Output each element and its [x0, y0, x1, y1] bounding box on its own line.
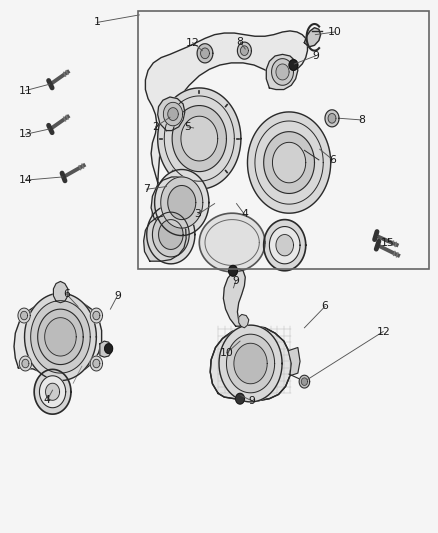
Text: 15: 15 — [381, 238, 395, 247]
Polygon shape — [172, 106, 226, 172]
Polygon shape — [105, 344, 113, 353]
Polygon shape — [328, 114, 336, 123]
Polygon shape — [264, 132, 314, 193]
Polygon shape — [25, 293, 96, 381]
Polygon shape — [14, 298, 102, 375]
Polygon shape — [240, 46, 248, 55]
Polygon shape — [276, 64, 289, 80]
Text: 2: 2 — [152, 122, 159, 132]
Polygon shape — [161, 177, 203, 228]
Polygon shape — [236, 393, 244, 404]
Text: 4: 4 — [241, 209, 248, 219]
Text: 4: 4 — [44, 395, 51, 405]
Text: 8: 8 — [237, 37, 244, 46]
Polygon shape — [272, 142, 306, 183]
Polygon shape — [163, 102, 183, 126]
Text: 10: 10 — [220, 348, 234, 358]
Polygon shape — [155, 169, 209, 236]
Polygon shape — [229, 265, 237, 276]
Text: 6: 6 — [321, 302, 328, 311]
Polygon shape — [264, 220, 306, 271]
Polygon shape — [325, 110, 339, 127]
Polygon shape — [266, 54, 298, 90]
Polygon shape — [247, 112, 331, 213]
Polygon shape — [152, 212, 189, 257]
Polygon shape — [158, 88, 241, 189]
Polygon shape — [145, 31, 307, 251]
Polygon shape — [151, 177, 195, 225]
Text: 8: 8 — [358, 115, 365, 125]
Polygon shape — [147, 205, 195, 264]
Text: 12: 12 — [376, 327, 390, 336]
Polygon shape — [269, 227, 300, 264]
Text: 7: 7 — [143, 184, 150, 194]
Text: 6: 6 — [329, 155, 336, 165]
Polygon shape — [100, 341, 112, 357]
Polygon shape — [210, 326, 291, 401]
Polygon shape — [90, 356, 102, 371]
Polygon shape — [39, 376, 66, 408]
Polygon shape — [90, 308, 102, 323]
Polygon shape — [53, 281, 68, 303]
Polygon shape — [301, 378, 307, 385]
Polygon shape — [158, 97, 185, 131]
Polygon shape — [93, 359, 100, 368]
Polygon shape — [288, 348, 300, 376]
Polygon shape — [234, 343, 267, 384]
Polygon shape — [38, 309, 83, 365]
Polygon shape — [168, 108, 178, 120]
Polygon shape — [272, 59, 293, 85]
Text: 3: 3 — [194, 209, 201, 219]
Text: 10: 10 — [328, 27, 342, 37]
Polygon shape — [289, 60, 298, 70]
Text: 14: 14 — [18, 175, 32, 185]
Polygon shape — [201, 48, 209, 59]
Text: 9: 9 — [114, 291, 121, 301]
Polygon shape — [21, 311, 28, 320]
Polygon shape — [46, 383, 60, 400]
Polygon shape — [219, 325, 282, 402]
Polygon shape — [34, 369, 71, 414]
Text: 1: 1 — [94, 18, 101, 27]
Text: 9: 9 — [248, 396, 255, 406]
Polygon shape — [237, 42, 251, 59]
Text: 9: 9 — [312, 51, 319, 61]
Polygon shape — [304, 28, 321, 47]
Polygon shape — [159, 220, 183, 249]
Text: 6: 6 — [63, 289, 70, 299]
Polygon shape — [22, 359, 29, 368]
Polygon shape — [276, 235, 293, 256]
Polygon shape — [144, 215, 186, 261]
Polygon shape — [199, 213, 265, 272]
Polygon shape — [226, 334, 275, 393]
Text: 5: 5 — [184, 122, 191, 132]
Polygon shape — [18, 308, 30, 323]
Polygon shape — [197, 44, 213, 63]
Text: 9: 9 — [232, 277, 239, 286]
Polygon shape — [223, 269, 245, 326]
Polygon shape — [168, 185, 196, 220]
Polygon shape — [239, 314, 249, 328]
Polygon shape — [93, 311, 100, 320]
Text: 13: 13 — [18, 130, 32, 139]
Text: 12: 12 — [186, 38, 200, 47]
Text: 11: 11 — [18, 86, 32, 95]
Bar — [138, 11, 429, 269]
Polygon shape — [19, 356, 32, 371]
Polygon shape — [299, 375, 310, 388]
Polygon shape — [31, 301, 90, 373]
Polygon shape — [181, 116, 218, 161]
Polygon shape — [45, 318, 76, 356]
